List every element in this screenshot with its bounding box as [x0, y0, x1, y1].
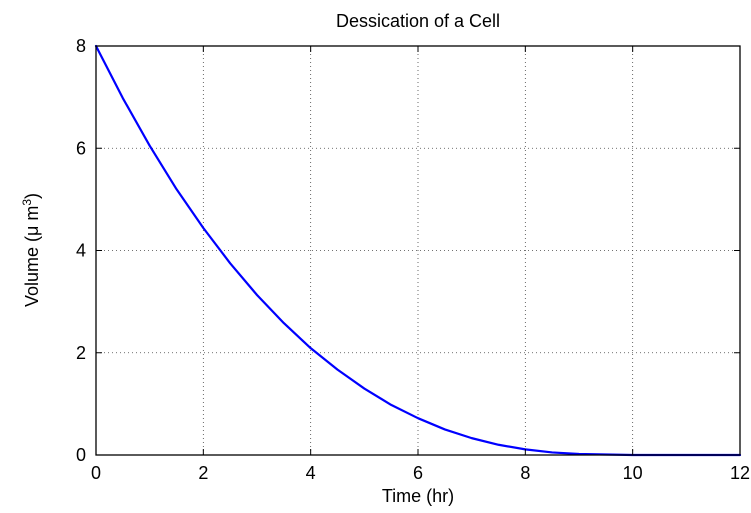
x-tick-label: 2 [198, 463, 208, 483]
grid-lines [96, 46, 740, 455]
y-tick-label: 4 [76, 241, 86, 261]
y-axis-label-unit: m [22, 206, 42, 226]
plot-area-frame [95, 45, 741, 456]
y-tick-label: 6 [76, 138, 86, 158]
y-axis-label-superscript: 3 [20, 199, 34, 206]
x-tick-label: 4 [306, 463, 316, 483]
y-tick-labels: 0 2 4 6 8 [76, 36, 86, 465]
x-tick-label: 12 [730, 463, 750, 483]
y-axis-label: Volume (μ m3) [20, 193, 42, 307]
chart-title: Dessication of a Cell [336, 11, 500, 31]
y-axis-label-prefix: Volume ( [22, 236, 42, 307]
x-tick-label: 0 [91, 463, 101, 483]
y-tick-label: 8 [76, 36, 86, 56]
x-tick-labels: 0 2 4 6 8 10 12 [91, 463, 750, 483]
x-tick-label: 6 [413, 463, 423, 483]
x-tick-label: 10 [623, 463, 643, 483]
y-tick-label: 0 [76, 445, 86, 465]
y-tick-label: 2 [76, 343, 86, 363]
x-tick-label: 8 [520, 463, 530, 483]
y-axis-label-suffix: ) [22, 193, 42, 199]
y-axis-label-mu: μ [22, 226, 42, 236]
x-axis-label: Time (hr) [382, 486, 454, 506]
